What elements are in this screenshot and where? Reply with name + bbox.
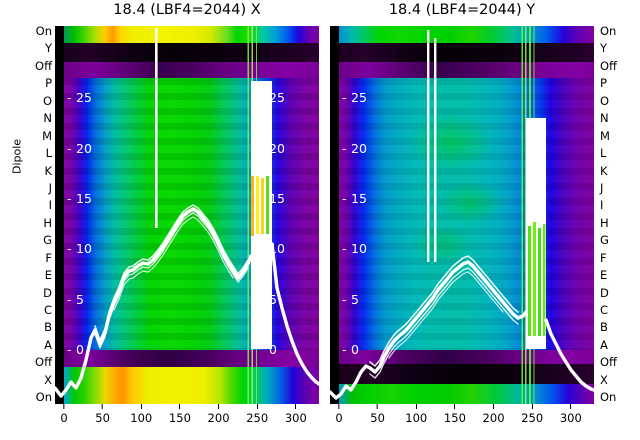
heatmap-panel-x[interactable]: -25-20-15-10-5-0 25 20 15 10 5 0 [55, 26, 319, 404]
y-category-label: On [35, 24, 52, 38]
x-tick-label: 50 [95, 411, 110, 425]
y-category-label: Off [600, 355, 617, 370]
y-axis-categories-left: On Y Off P O N M L K J I H G F E D C B A Off X On [18, 24, 52, 405]
x-tick: 300 [560, 404, 582, 425]
y-category-label: B [600, 320, 608, 335]
x-tick: 200 [483, 404, 505, 425]
y-category-label: On [35, 390, 52, 405]
y-category-label: Off [600, 58, 617, 73]
y-category-label: B [44, 320, 52, 335]
y-category-label: P [600, 76, 607, 91]
y-category-label: P [45, 76, 52, 91]
x-tick-label: 200 [207, 411, 230, 425]
y-category-label: On [600, 24, 617, 38]
x-tick-label: 200 [482, 411, 505, 425]
x-tick-label: 300 [284, 411, 307, 425]
panel-x-vertical-stripes [64, 26, 319, 404]
panel-y-plot-area: -25-20-15-10-5-0 [330, 26, 594, 404]
y-category-label: On [600, 390, 617, 405]
x-tick: 50 [95, 404, 110, 425]
y-category-label: O [42, 93, 52, 108]
y-category-label: F [45, 250, 52, 265]
y-category-label: Off [35, 355, 52, 370]
y-category-label: F [600, 250, 607, 265]
y-category-label: Off [35, 58, 52, 73]
y-category-label: J [600, 180, 604, 195]
y-category-label: I [48, 198, 52, 213]
panel-x-trace-overlay [55, 28, 319, 398]
x-tick: 150 [444, 404, 466, 425]
x-tick-label: 250 [246, 411, 269, 425]
y-category-label: E [600, 268, 608, 283]
y-category-label: G [600, 233, 609, 248]
y-category-label: D [43, 285, 52, 300]
y-category-label: K [44, 163, 52, 178]
x-tick-label: 150 [168, 411, 191, 425]
panel-y-trace-overlay [330, 30, 594, 400]
x-tick: 100 [405, 404, 427, 425]
panel-y-left-gutter [330, 26, 339, 404]
x-tick: 0 [335, 404, 343, 425]
x-tick-label: 300 [559, 411, 582, 425]
y-category-label: A [44, 337, 52, 352]
x-tick: 50 [370, 404, 385, 425]
heatmap-panel-y[interactable]: -25-20-15-10-5-0 [330, 26, 594, 404]
y-category-label: C [43, 303, 52, 317]
x-tick-label: 50 [370, 411, 385, 425]
x-tick: 150 [169, 404, 191, 425]
y-category-label: G [43, 233, 52, 248]
x-tick-label: 0 [60, 411, 68, 425]
y-category-label: C [600, 303, 609, 317]
y-category-label: M [42, 128, 52, 143]
y-category-label: Y [600, 41, 608, 56]
x-tick: 0 [60, 404, 68, 425]
x-tick: 100 [130, 404, 152, 425]
y-category-label: I [600, 198, 604, 213]
x-tick-label: 150 [443, 411, 466, 425]
y-category-label: N [43, 111, 52, 126]
y-category-label: E [44, 268, 52, 283]
y-category-label: N [600, 111, 609, 126]
y-category-label: K [600, 163, 608, 178]
x-tick-label: 0 [335, 411, 343, 425]
panel-x-title: 18.4 (LBF4=2044) X [113, 2, 261, 18]
y-category-label: L [600, 146, 607, 161]
panel-x-plot-area: -25-20-15-10-5-0 25 20 15 10 5 0 [55, 26, 319, 404]
x-tick-label: 250 [521, 411, 544, 425]
x-tick: 200 [208, 404, 230, 425]
y-category-label: X [44, 372, 52, 387]
panel-y-axis: 0 50 100 150 200 250 300 [330, 404, 594, 438]
x-tick-label: 100 [130, 411, 153, 425]
y-category-label: X [600, 372, 608, 387]
y-category-label: L [45, 146, 52, 161]
panel-x-left-gutter [55, 26, 64, 404]
x-tick: 300 [285, 404, 307, 425]
y-category-label: O [600, 93, 610, 108]
x-tick: 250 [246, 404, 268, 425]
y-category-label: M [600, 128, 610, 143]
y-category-label: J [48, 180, 52, 195]
y-category-label: H [600, 215, 609, 230]
y-axis-categories-right: On Y Off P O N M L K J I H G F E D C B A Off X On [600, 24, 634, 405]
x-tick-label: 100 [405, 411, 428, 425]
y-category-label: H [43, 215, 52, 230]
panel-y-title: 18.4 (LBF4=2044) Y [388, 2, 536, 18]
y-category-label: D [600, 285, 609, 300]
panel-y-vertical-stripes [339, 26, 594, 404]
x-tick: 250 [521, 404, 543, 425]
panel-x-axis: 0 50 100 150 200 250 300 [55, 404, 319, 438]
y-category-label: Y [44, 41, 52, 56]
y-category-label: A [600, 337, 608, 352]
